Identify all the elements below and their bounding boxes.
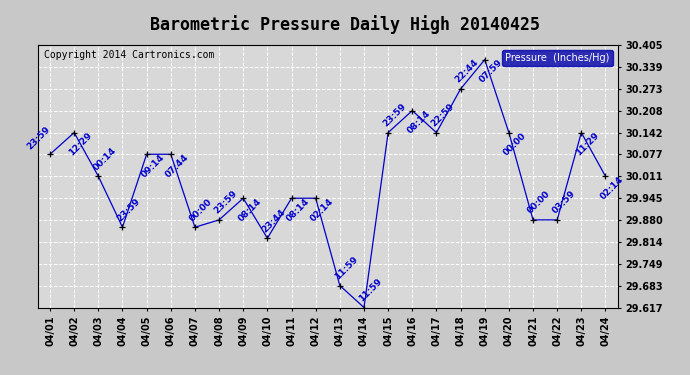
Text: 11:29: 11:29 — [574, 131, 601, 158]
Text: 03:59: 03:59 — [550, 189, 577, 216]
Text: 11:59: 11:59 — [357, 277, 384, 303]
Text: 00:00: 00:00 — [502, 131, 528, 158]
Text: 02:14: 02:14 — [308, 196, 335, 223]
Text: 11:59: 11:59 — [333, 255, 359, 281]
Text: 00:00: 00:00 — [188, 197, 214, 223]
Text: 22:44: 22:44 — [453, 58, 480, 85]
Text: 23:44: 23:44 — [260, 207, 287, 234]
Text: 00:14: 00:14 — [91, 146, 118, 172]
Text: 23:59: 23:59 — [212, 189, 239, 216]
Text: 07:44: 07:44 — [164, 153, 190, 179]
Text: 23:59: 23:59 — [381, 102, 408, 129]
Text: 12:29: 12:29 — [67, 131, 94, 158]
Text: 23:59: 23:59 — [25, 125, 52, 152]
Text: 08:14: 08:14 — [236, 196, 263, 223]
Text: 23:59: 23:59 — [115, 196, 142, 223]
Text: 07:59: 07:59 — [477, 58, 504, 85]
Text: 22:59: 22:59 — [429, 102, 456, 129]
Text: 08:14: 08:14 — [284, 196, 311, 223]
Text: 00:00: 00:00 — [526, 189, 552, 216]
Text: 09:14: 09:14 — [139, 153, 166, 179]
Text: 08:14: 08:14 — [405, 109, 432, 136]
Legend: Pressure  (Inches/Hg): Pressure (Inches/Hg) — [502, 50, 613, 66]
Text: Copyright 2014 Cartronics.com: Copyright 2014 Cartronics.com — [43, 50, 214, 60]
Text: 02:14: 02:14 — [598, 175, 625, 201]
Text: Barometric Pressure Daily High 20140425: Barometric Pressure Daily High 20140425 — [150, 15, 540, 34]
